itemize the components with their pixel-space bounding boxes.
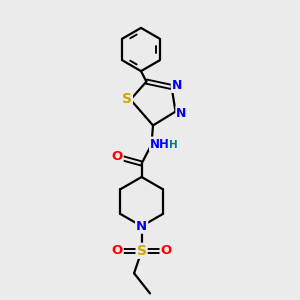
Text: O: O — [111, 150, 123, 164]
Text: N: N — [172, 79, 182, 92]
Text: N: N — [136, 220, 147, 233]
Text: O: O — [160, 244, 172, 257]
Text: S: S — [136, 244, 147, 258]
Text: O: O — [111, 244, 123, 257]
Text: H: H — [169, 140, 178, 150]
Text: NH: NH — [150, 137, 170, 151]
Text: S: S — [122, 92, 132, 106]
Text: N: N — [176, 106, 187, 120]
